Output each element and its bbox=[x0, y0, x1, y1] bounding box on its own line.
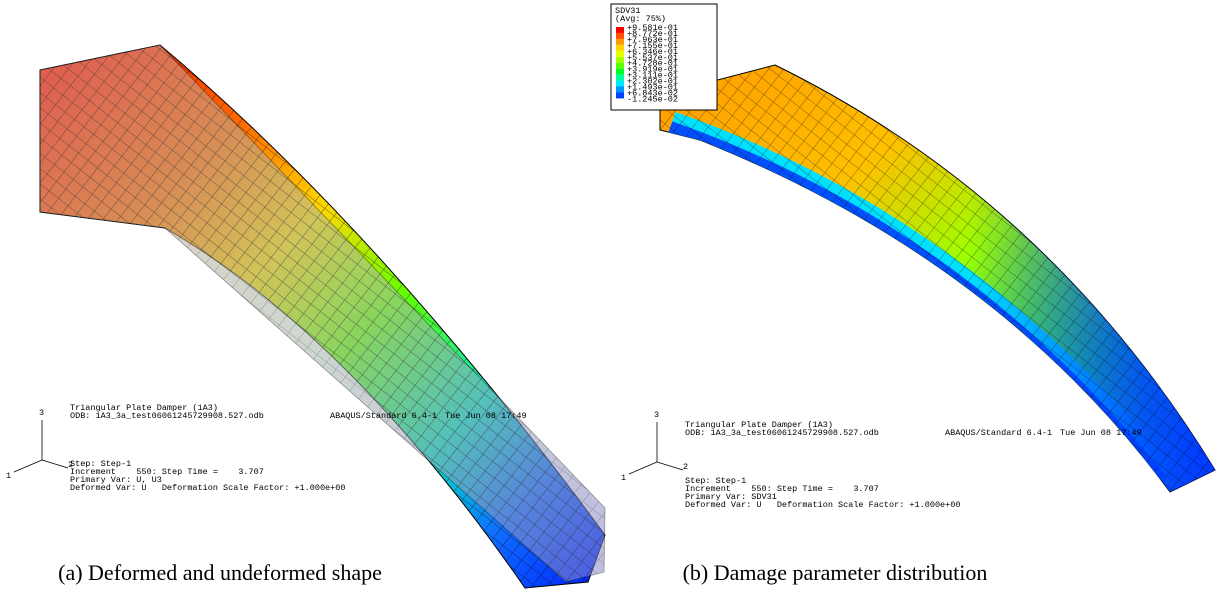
info-version: ABAQUS/Standard 6.4-1 bbox=[330, 411, 437, 421]
triad-label: 1 bbox=[6, 471, 11, 481]
legend-swatch bbox=[616, 39, 624, 45]
triad-label: 2 bbox=[68, 460, 73, 470]
figure: Triangular Plate Damper (1A3)ODB: 1A3_3a… bbox=[0, 0, 1228, 596]
legend-swatch bbox=[616, 27, 624, 33]
legend-swatch bbox=[616, 45, 624, 51]
info-date: Tue Jun 08 17:49 bbox=[445, 411, 527, 421]
info-date: Tue Jun 08 17:49 bbox=[1060, 428, 1142, 438]
legend-swatch bbox=[616, 69, 624, 75]
caption: (b) Damage parameter distribution bbox=[683, 560, 988, 585]
triad-axis bbox=[629, 462, 657, 474]
triad-label: 3 bbox=[39, 408, 44, 418]
legend-swatch bbox=[616, 75, 624, 81]
page: { "panels": [ { "info": { "title": "Tria… bbox=[0, 0, 1228, 596]
undeformed-beam bbox=[40, 45, 605, 582]
triad-label: 3 bbox=[654, 410, 659, 420]
info-deformed-var: Deformed Var: U Deformation Scale Factor… bbox=[685, 500, 960, 510]
legend-swatch bbox=[616, 92, 624, 98]
legend-swatch bbox=[616, 33, 624, 39]
info-deformed-var: Deformed Var: U Deformation Scale Factor… bbox=[70, 483, 345, 493]
info-odb: ODB: 1A3_3a_test06061245729908.527.odb bbox=[70, 411, 264, 421]
legend-swatch bbox=[616, 87, 624, 93]
triad-label: 1 bbox=[621, 473, 626, 483]
info-version: ABAQUS/Standard 6.4-1 bbox=[945, 428, 1052, 438]
legend-label: -1.245e-02 bbox=[627, 94, 678, 104]
legend-swatch bbox=[616, 57, 624, 63]
triad-label: 2 bbox=[683, 462, 688, 472]
triad-axis bbox=[42, 460, 68, 468]
caption: (a) Deformed and undeformed shape bbox=[58, 560, 382, 585]
legend-swatch bbox=[616, 51, 624, 57]
triad-axis bbox=[657, 462, 683, 470]
info-odb: ODB: 1A3_3a_test06061245729908.527.odb bbox=[685, 428, 879, 438]
legend-swatch bbox=[616, 63, 624, 69]
legend-swatch bbox=[616, 81, 624, 87]
triad-axis bbox=[14, 460, 42, 472]
